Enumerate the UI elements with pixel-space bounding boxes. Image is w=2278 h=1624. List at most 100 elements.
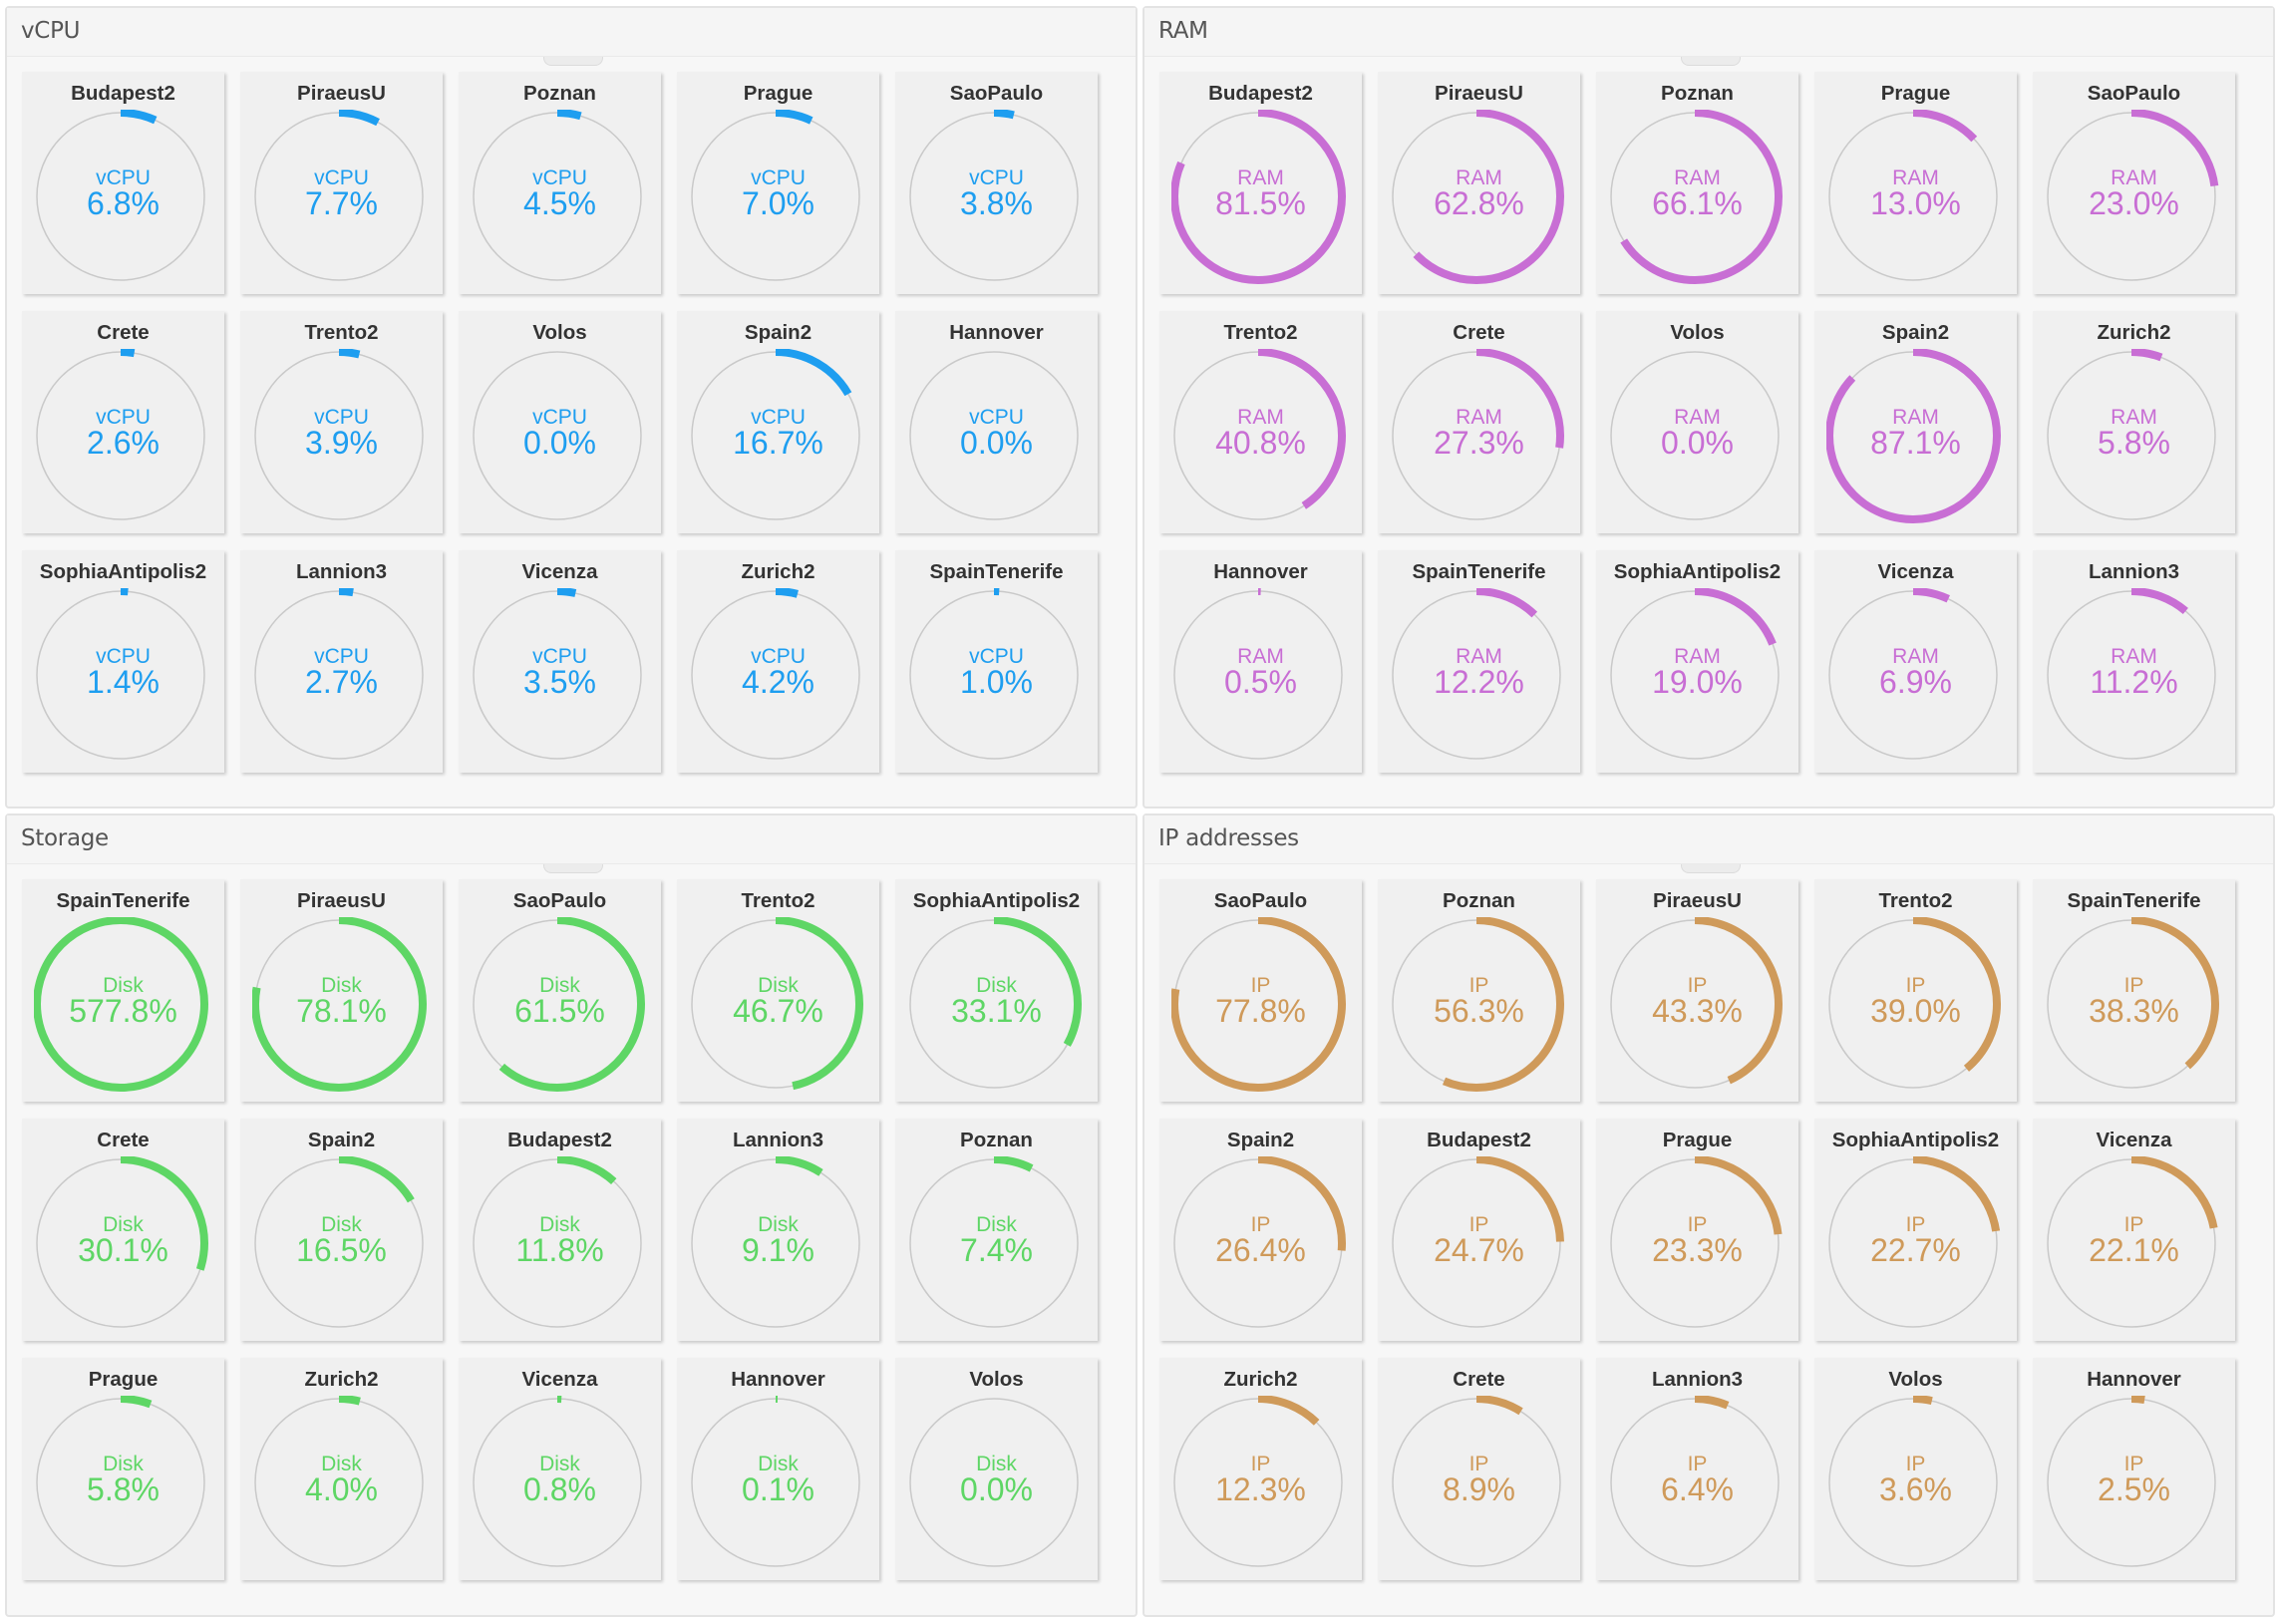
- gauge-tile[interactable]: Prague Disk 5.8%: [22, 1358, 224, 1580]
- gauge-arc: [2045, 110, 2219, 284]
- gauge-arc: [2045, 349, 2219, 523]
- gauge-tile[interactable]: Spain2 RAM 87.1%: [1814, 311, 2017, 533]
- gauge-tile[interactable]: Zurich2 IP 12.3%: [1159, 1358, 1362, 1580]
- metric-label: vCPU: [532, 406, 587, 429]
- gauge-tile[interactable]: Trento2 Disk 46.7%: [677, 879, 879, 1102]
- gauge-tile[interactable]: PiraeusU IP 43.3%: [1596, 879, 1798, 1102]
- gauge-tile[interactable]: Poznan IP 56.3%: [1378, 879, 1580, 1102]
- gauge-tile[interactable]: Zurich2 vCPU 4.2%: [677, 550, 879, 773]
- gauge-ring: [1171, 588, 1346, 763]
- gauge-tile[interactable]: Spain2 IP 26.4%: [1159, 1119, 1362, 1341]
- gauge-tile[interactable]: SaoPaulo vCPU 3.8%: [895, 72, 1098, 294]
- panel-header[interactable]: RAM: [1144, 8, 2273, 57]
- gauge-tile[interactable]: Prague IP 23.3%: [1596, 1119, 1798, 1341]
- gauge-tile[interactable]: SpainTenerife vCPU 1.0%: [895, 550, 1098, 773]
- metric-value: 5.8%: [87, 1471, 160, 1507]
- gauge-tile[interactable]: SaoPaulo IP 77.8%: [1159, 879, 1362, 1102]
- gauge-arc: [1390, 1156, 1564, 1331]
- gauge-tile[interactable]: Vicenza vCPU 3.5%: [459, 550, 661, 773]
- gauge-tile[interactable]: Budapest2 RAM 81.5%: [1159, 72, 1362, 294]
- gauge-tile[interactable]: SophiaAntipolis2 vCPU 1.4%: [22, 550, 224, 773]
- gauge-tile[interactable]: Trento2 IP 39.0%: [1814, 879, 2017, 1102]
- gauge-tile[interactable]: Volos IP 3.6%: [1814, 1358, 2017, 1580]
- gauge-tile[interactable]: Volos RAM 0.0%: [1596, 311, 1798, 533]
- panel-header[interactable]: vCPU: [7, 8, 1136, 57]
- panel-drag-handle[interactable]: [543, 864, 603, 873]
- gauge-tile[interactable]: Lannion3 IP 6.4%: [1596, 1358, 1798, 1580]
- gauge-tile[interactable]: SpainTenerife RAM 12.2%: [1378, 550, 1580, 773]
- metric-value: 4.5%: [523, 185, 596, 221]
- metric-value: 66.1%: [1652, 185, 1743, 221]
- gauge-ring: [1826, 110, 2001, 284]
- gauge-tile[interactable]: Crete RAM 27.3%: [1378, 311, 1580, 533]
- gauge-tile[interactable]: Poznan Disk 7.4%: [895, 1119, 1098, 1341]
- gauge-tile[interactable]: PiraeusU vCPU 7.7%: [240, 72, 443, 294]
- gauge-tile[interactable]: Budapest2 IP 24.7%: [1378, 1119, 1580, 1341]
- gauge-tile[interactable]: SpainTenerife Disk 577.8%: [22, 879, 224, 1102]
- gauge-tile[interactable]: Vicenza Disk 0.8%: [459, 1358, 661, 1580]
- gauge-tile[interactable]: Lannion3 RAM 11.2%: [2033, 550, 2235, 773]
- panel-drag-handle[interactable]: [1681, 864, 1741, 873]
- gauge-tile[interactable]: Crete IP 8.9%: [1378, 1358, 1580, 1580]
- gauge-arc: [2045, 1156, 2219, 1331]
- gauge-ring: [689, 1396, 863, 1570]
- site-name: Lannion3: [2088, 560, 2180, 583]
- gauge-tile[interactable]: Budapest2 Disk 11.8%: [459, 1119, 661, 1341]
- gauge-tile[interactable]: SaoPaulo Disk 61.5%: [459, 879, 661, 1102]
- gauge-tile[interactable]: Crete vCPU 2.6%: [22, 311, 224, 533]
- gauge-tile[interactable]: SophiaAntipolis2 RAM 19.0%: [1596, 550, 1798, 773]
- gauge-tile[interactable]: Trento2 vCPU 3.9%: [240, 311, 443, 533]
- gauge-tile[interactable]: SophiaAntipolis2 Disk 33.1%: [895, 879, 1098, 1102]
- gauge-tile[interactable]: PiraeusU RAM 62.8%: [1378, 72, 1580, 294]
- gauge-tile[interactable]: Hannover vCPU 0.0%: [895, 311, 1098, 533]
- gauge-tile[interactable]: Lannion3 vCPU 2.7%: [240, 550, 443, 773]
- gauge-tile[interactable]: SpainTenerife IP 38.3%: [2033, 879, 2235, 1102]
- gauge-tile[interactable]: Hannover IP 2.5%: [2033, 1358, 2235, 1580]
- gauge-arc: [1171, 588, 1346, 763]
- gauge-tile[interactable]: Poznan vCPU 4.5%: [459, 72, 661, 294]
- gauge-tile[interactable]: Spain2 Disk 16.5%: [240, 1119, 443, 1341]
- gauge-ring: [909, 351, 1079, 520]
- gauge-arc: [1608, 1156, 1783, 1331]
- gauge-tile[interactable]: Volos vCPU 0.0%: [459, 311, 661, 533]
- gauge-tile[interactable]: Hannover Disk 0.1%: [677, 1358, 879, 1580]
- gauge-tile[interactable]: Crete Disk 30.1%: [22, 1119, 224, 1341]
- gauge-tile[interactable]: Poznan RAM 66.1%: [1596, 72, 1798, 294]
- gauge-tile[interactable]: Hannover RAM 0.5%: [1159, 550, 1362, 773]
- metric-label: vCPU: [96, 645, 151, 668]
- gauge-tile[interactable]: Vicenza IP 22.1%: [2033, 1119, 2235, 1341]
- panel-title: Storage: [21, 825, 109, 851]
- gauge-tile[interactable]: SaoPaulo RAM 23.0%: [2033, 72, 2235, 294]
- gauge-tile[interactable]: Budapest2 vCPU 6.8%: [22, 72, 224, 294]
- gauge-tile[interactable]: PiraeusU Disk 78.1%: [240, 879, 443, 1102]
- gauge-tile[interactable]: Zurich2 RAM 5.8%: [2033, 311, 2235, 533]
- gauge-arc: [1390, 917, 1564, 1092]
- panel-drag-handle[interactable]: [543, 57, 603, 66]
- gauge-tile[interactable]: Lannion3 Disk 9.1%: [677, 1119, 879, 1341]
- gauge-ring: [2045, 349, 2219, 523]
- gauge-tile[interactable]: Prague vCPU 7.0%: [677, 72, 879, 294]
- gauge-tile[interactable]: Spain2 vCPU 16.7%: [677, 311, 879, 533]
- metric-value: 62.8%: [1434, 185, 1524, 221]
- gauge-ring: [34, 349, 208, 523]
- metric-value: 16.5%: [296, 1232, 387, 1268]
- gauge-tile[interactable]: Prague RAM 13.0%: [1814, 72, 2017, 294]
- gauge-tile[interactable]: Zurich2 Disk 4.0%: [240, 1358, 443, 1580]
- gauge-tile[interactable]: Volos Disk 0.0%: [895, 1358, 1098, 1580]
- panel-title: IP addresses: [1158, 825, 1299, 851]
- gauge-tile[interactable]: Vicenza RAM 6.9%: [1814, 550, 2017, 773]
- gauge-arc: [1826, 917, 2001, 1092]
- gauge-arc: [907, 110, 1082, 284]
- gauge-ring: [1390, 917, 1564, 1092]
- metric-label: IP: [2123, 1213, 2144, 1236]
- gauge-tile[interactable]: SophiaAntipolis2 IP 22.7%: [1814, 1119, 2017, 1341]
- panel-drag-handle[interactable]: [1681, 57, 1741, 66]
- gauge-ring: [689, 917, 863, 1092]
- site-name: Spain2: [307, 1129, 376, 1151]
- panel-header[interactable]: Storage: [7, 815, 1136, 864]
- metric-value: 22.1%: [2089, 1232, 2179, 1268]
- metric-label: IP: [2123, 974, 2144, 997]
- panel-header[interactable]: IP addresses: [1144, 815, 2273, 864]
- metric-label: RAM: [1674, 645, 1721, 668]
- gauge-tile[interactable]: Trento2 RAM 40.8%: [1159, 311, 1362, 533]
